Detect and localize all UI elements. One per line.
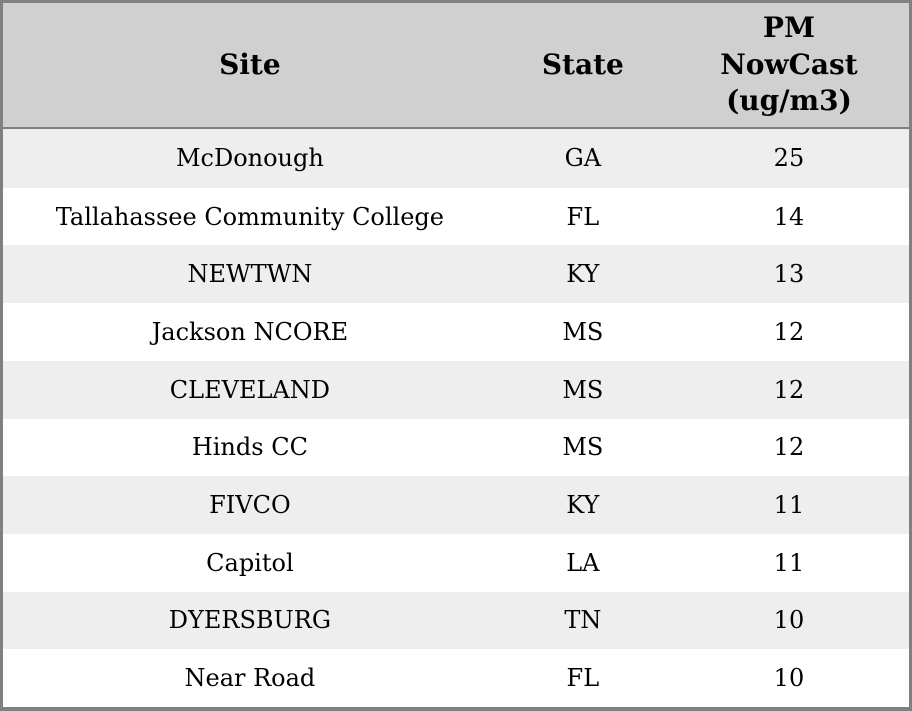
state-cell: TN: [564, 606, 602, 635]
table-row: Tallahassee Community College FL 14: [3, 187, 909, 246]
table-row: DYERSBURG TN 10: [3, 591, 909, 650]
table-row: Hinds CC MS 12: [3, 418, 909, 477]
site-cell: Capitol: [206, 548, 294, 577]
table-row: Jackson NCORE MS 12: [3, 303, 909, 361]
state-cell: FL: [566, 664, 600, 693]
pm-nowcast-cell: 25: [773, 144, 805, 173]
state-cell: GA: [564, 144, 602, 173]
table-row: McDonough GA 25: [3, 128, 909, 188]
table-row: NEWTWN KY 13: [3, 245, 909, 304]
site-cell: Hinds CC: [191, 433, 308, 462]
table-header: Site State PM NowCast (ug/m3): [3, 3, 909, 129]
state-cell: FL: [566, 202, 600, 231]
column-header-pm-nowcast-label: PM NowCast (ug/m3): [720, 11, 858, 118]
pm-nowcast-cell: 10: [773, 664, 805, 693]
pm-nowcast-cell: 12: [773, 433, 805, 462]
data-table: Site State PM NowCast (ug/m3) McDonough …: [3, 3, 909, 707]
site-cell: DYERSBURG: [168, 606, 331, 635]
table-body: McDonough GA 25 Tallahassee Community Co…: [3, 128, 909, 707]
site-cell: CLEVELAND: [169, 375, 330, 404]
column-header-state-label: State: [541, 47, 624, 81]
site-cell: NEWTWN: [187, 260, 313, 289]
state-cell: KY: [566, 260, 600, 289]
table-row: Capitol LA 11: [3, 533, 909, 592]
table-row: Near Road FL 10: [3, 649, 909, 707]
state-cell: MS: [562, 375, 604, 404]
table-row: CLEVELAND MS 12: [3, 360, 909, 419]
state-cell: MS: [562, 317, 604, 346]
pm-nowcast-cell: 12: [773, 375, 805, 404]
pm-nowcast-cell: 11: [773, 548, 805, 577]
state-cell: MS: [562, 433, 604, 462]
pm-nowcast-cell: 12: [773, 317, 805, 346]
pm-nowcast-cell: 10: [773, 606, 805, 635]
column-header-state: State: [496, 3, 669, 129]
column-header-site: Site: [3, 3, 497, 129]
site-cell: McDonough: [175, 144, 324, 173]
table-row: FIVCO KY 11: [3, 476, 909, 534]
pm-nowcast-cell: 13: [773, 260, 805, 289]
site-cell: Jackson NCORE: [151, 317, 349, 346]
state-cell: LA: [566, 548, 600, 577]
site-cell: FIVCO: [209, 491, 291, 520]
header-row: Site State PM NowCast (ug/m3): [3, 3, 909, 129]
column-header-site-label: Site: [219, 47, 281, 81]
state-cell: KY: [566, 491, 600, 520]
pm-nowcast-cell: 11: [773, 491, 805, 520]
column-header-pm-nowcast: PM NowCast (ug/m3): [668, 3, 909, 129]
pm-nowcast-cell: 14: [773, 202, 805, 231]
site-cell: Near Road: [184, 664, 316, 693]
site-cell: Tallahassee Community College: [55, 202, 444, 231]
